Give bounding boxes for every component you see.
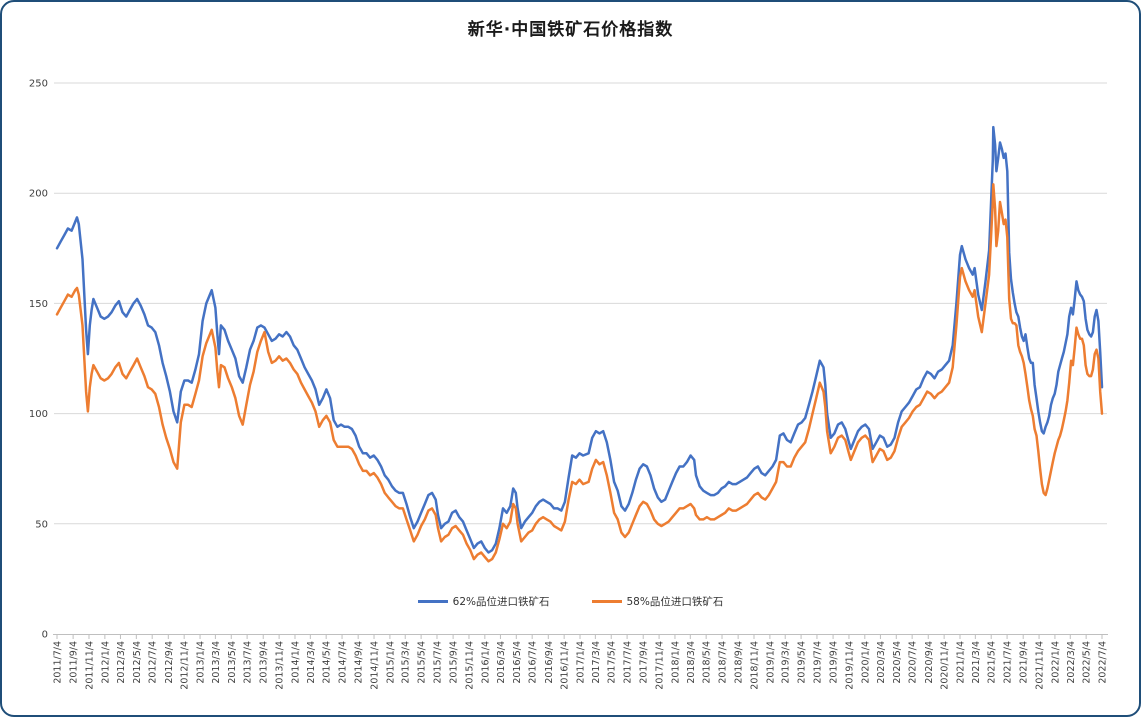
legend-label-58pct: 58%品位进口铁矿石	[626, 596, 724, 608]
x-axis-label: 2017/3/4	[591, 641, 602, 684]
x-axis-label: 2012/5/4	[132, 641, 143, 684]
x-axis-label: 2016/5/4	[512, 641, 523, 684]
x-axis-label: 2020/7/4	[908, 641, 919, 684]
y-axis-label: 100	[29, 409, 48, 420]
x-axis-label: 2020/3/4	[876, 641, 887, 684]
x-axis-label: 2017/7/4	[623, 641, 634, 684]
x-axis-label: 2016/3/4	[496, 641, 507, 684]
x-axis-label: 2018/3/4	[686, 641, 697, 684]
x-axis-label: 2019/1/4	[765, 641, 776, 684]
x-axis-label: 2012/11/4	[180, 641, 191, 690]
x-axis-label: 2021/9/4	[1019, 641, 1030, 684]
x-axis-label: 2020/5/4	[892, 641, 903, 684]
y-axis-label: 250	[29, 79, 48, 90]
series-line-62pct	[55, 125, 1104, 554]
x-axis-label: 2017/9/4	[639, 641, 650, 684]
x-axis-label: 2014/9/4	[354, 641, 365, 684]
x-axis-label: 2013/9/4	[259, 641, 270, 684]
x-axis-label: 2013/1/4	[196, 641, 207, 684]
x-axis-label: 2018/1/4	[670, 641, 681, 684]
x-axis-label: 2016/11/4	[560, 641, 571, 690]
x-axis-label: 2013/5/4	[227, 641, 238, 684]
x-axis-label: 2019/3/4	[781, 641, 792, 684]
x-axis-label: 2019/9/4	[829, 641, 840, 684]
x-axis-label: 2019/11/4	[844, 641, 855, 690]
x-axis-label: 2014/1/4	[290, 641, 301, 684]
legend-item-62pct: 62%品位进口铁矿石	[417, 594, 550, 609]
x-axis-label: 2020/11/4	[940, 641, 951, 690]
x-axis-label: 2022/7/4	[1098, 641, 1109, 684]
x-axis-label: 2022/1/4	[1050, 641, 1061, 684]
x-axis-label: 2012/1/4	[100, 641, 111, 684]
x-axis-label: 2021/5/4	[987, 641, 998, 684]
legend-item-58pct: 58%品位进口铁矿石	[591, 594, 724, 609]
x-axis-label: 2012/7/4	[148, 641, 159, 684]
x-axis-label: 2014/7/4	[338, 641, 349, 684]
x-axis-label: 2011/9/4	[69, 641, 80, 684]
x-axis-label: 2017/1/4	[576, 641, 587, 684]
legend-swatch-58pct-icon	[591, 600, 622, 603]
legend-swatch-62pct-icon	[417, 600, 448, 603]
x-axis-label: 2013/11/4	[275, 641, 286, 690]
x-axis-label: 2015/5/4	[417, 641, 428, 684]
x-axis-label: 2014/5/4	[322, 641, 333, 684]
x-axis-label: 2022/5/4	[1082, 641, 1093, 684]
x-axis-label: 2019/7/4	[812, 641, 823, 684]
x-axis-label: 2016/7/4	[528, 641, 539, 684]
x-axis-label: 2019/5/4	[797, 641, 808, 684]
x-axis-label: 2013/3/4	[211, 641, 222, 684]
x-axis-label: 2022/3/4	[1066, 641, 1077, 684]
x-axis-label: 2015/7/4	[432, 641, 443, 684]
series-line-58pct	[55, 183, 1104, 563]
x-axis-label: 2018/5/4	[702, 641, 713, 684]
x-axis-label: 2012/3/4	[116, 641, 127, 684]
x-axis-label: 2021/3/4	[971, 641, 982, 684]
y-axis-label: 0	[42, 630, 48, 641]
x-axis-label: 2021/1/4	[955, 641, 966, 684]
x-axis-label: 2011/11/4	[84, 641, 95, 690]
x-axis-label: 2015/9/4	[449, 641, 460, 684]
x-axis-label: 2013/7/4	[243, 641, 254, 684]
y-axis-label: 50	[35, 519, 48, 530]
x-axis-label: 2018/7/4	[718, 641, 729, 684]
legend-label-62pct: 62%品位进口铁矿石	[452, 596, 550, 608]
x-axis-label: 2014/3/4	[306, 641, 317, 684]
x-axis-label: 2012/9/4	[164, 641, 175, 684]
y-axis-label: 150	[29, 299, 48, 310]
x-axis-label: 2015/11/4	[464, 641, 475, 690]
chart-title: 新华·中国铁矿石价格指数	[467, 20, 674, 40]
x-axis-label: 2015/1/4	[385, 641, 396, 684]
x-axis-label: 2020/1/4	[860, 641, 871, 684]
x-axis-label: 2021/11/4	[1035, 641, 1046, 690]
x-axis-label: 2021/7/4	[1003, 641, 1014, 684]
legend: 62%品位进口铁矿石 58%品位进口铁矿石	[2, 594, 1139, 609]
x-axis-label: 2017/11/4	[655, 641, 666, 690]
y-axis-label: 200	[29, 189, 48, 200]
x-axis-label: 2017/5/4	[607, 641, 618, 684]
x-axis-label: 2015/3/4	[401, 641, 412, 684]
x-axis-label: 2014/11/4	[370, 641, 381, 690]
x-axis-label: 2011/7/4	[53, 641, 64, 684]
x-axis-label: 2016/1/4	[480, 641, 491, 684]
x-axis-label: 2018/9/4	[734, 641, 745, 684]
x-axis-label: 2016/9/4	[544, 641, 555, 684]
x-axis-label: 2020/9/4	[924, 641, 935, 684]
x-axis-label: 2018/11/4	[750, 641, 761, 690]
